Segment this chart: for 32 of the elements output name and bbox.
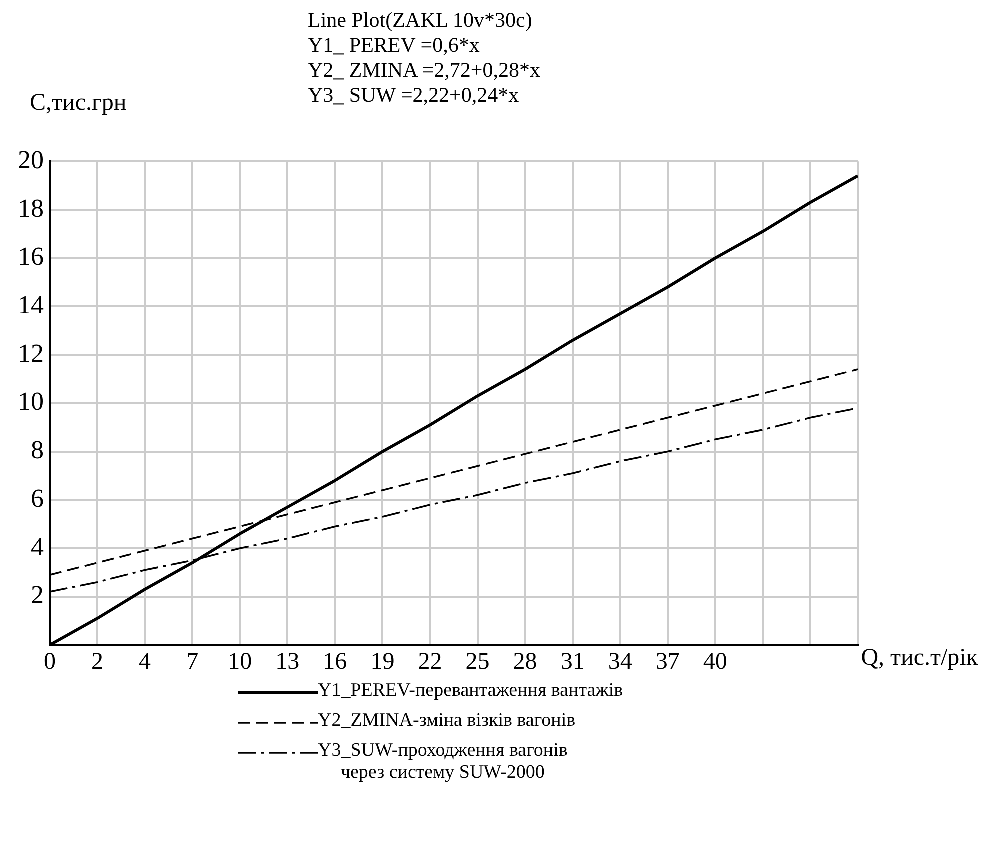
y-tick-label: 18 — [18, 194, 44, 223]
x-tick-label: 22 — [418, 648, 442, 675]
y-tick-label: 16 — [18, 242, 44, 272]
legend-label: Y2_ZMINA-зміна візків вагонів — [318, 710, 576, 732]
legend-label: Y3_SUW-проходження вагонів через систему SUW-2000 — [318, 740, 568, 784]
y-tick-label: 12 — [18, 338, 44, 368]
y-tick-label: 2 — [31, 580, 44, 610]
x-tick-label: 25 — [466, 648, 490, 675]
legend-label: Y1_PEREV-перевантаження вантажів — [318, 680, 624, 702]
chart-title: Line Plot(ZAKL 10v*30c) — [308, 8, 534, 33]
x-tick-label: 0 — [44, 648, 56, 675]
x-tick-label: 13 — [276, 648, 300, 675]
y-tick-label: 4 — [31, 532, 44, 562]
y-tick-label: 14 — [18, 290, 44, 320]
x-tick-label: 40 — [703, 648, 728, 675]
y-tick-label: 6 — [31, 484, 44, 513]
x-tick-label: 31 — [560, 648, 585, 675]
x-tick-label: 34 — [608, 648, 632, 675]
x-axis-title: Q, тис.т/рік — [861, 645, 978, 672]
x-tick-label: 2 — [92, 648, 104, 675]
y-tick-label: 20 — [18, 145, 44, 174]
y-tick-label: 10 — [18, 387, 44, 416]
x-tick-label: 37 — [656, 648, 680, 675]
chart-subtitle: Y1_ PEREV =0,6*x Y2_ ZMINA =2,72+0,28*x Y3_ SUW =2,22+0,24*x — [308, 33, 541, 108]
x-tick-label: 28 — [513, 648, 538, 675]
x-tick-label: 7 — [186, 648, 199, 675]
y-tick-label: 8 — [31, 436, 44, 465]
x-tick-label: 4 — [139, 648, 152, 675]
x-tick-label: 16 — [323, 648, 348, 675]
x-tick-label: 19 — [370, 648, 395, 675]
y-axis-title: C,тис.грн — [30, 90, 127, 117]
x-tick-label: 10 — [228, 648, 252, 675]
